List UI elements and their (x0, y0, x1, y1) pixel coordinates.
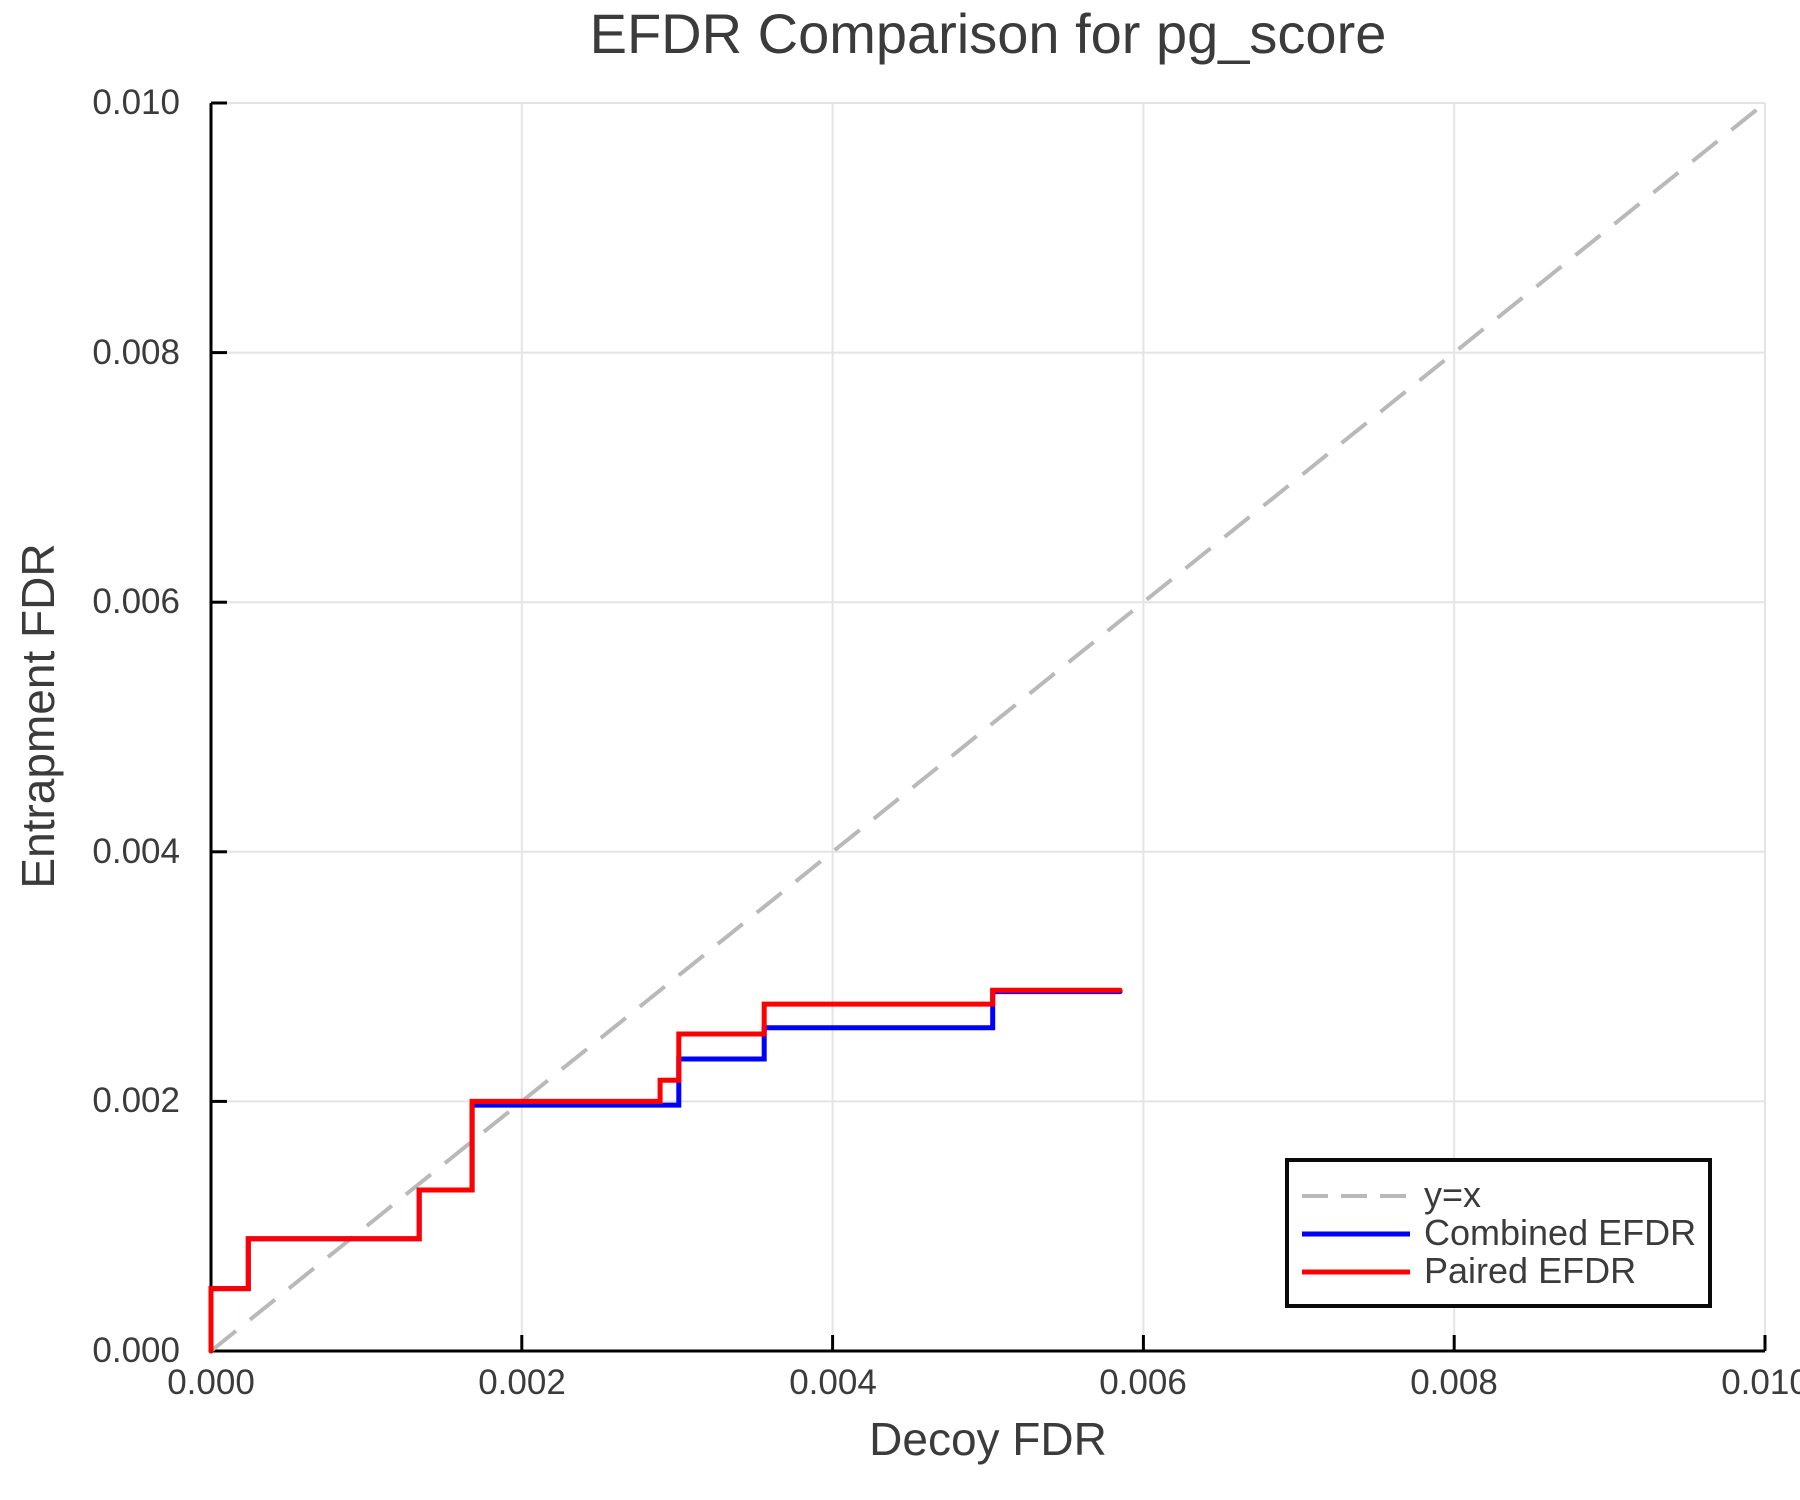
legend-swatch-identity-line (1302, 1189, 1410, 1201)
legend-row: y=x (1289, 1174, 1708, 1215)
y-tick-label-4: 0.008 (92, 333, 180, 372)
x-tick-label-5: 0.010 (1721, 1363, 1800, 1402)
legend: y=x Combined EFDR Paired EFDR (1285, 1158, 1712, 1308)
legend-label-identity-line: y=x (1424, 1174, 1482, 1215)
x-tick-label-2: 0.004 (789, 1363, 877, 1402)
x-axis-label: Decoy FDR (869, 1413, 1107, 1465)
y-tick-label-1: 0.002 (92, 1081, 180, 1120)
legend-swatch-paired-efdr (1302, 1265, 1410, 1277)
x-tick-label-1: 0.002 (478, 1363, 566, 1402)
legend-label-combined-efdr: Combined EFDR (1424, 1212, 1697, 1253)
y-tick-label-3: 0.006 (92, 582, 180, 621)
legend-swatch-combined-efdr (1302, 1227, 1410, 1239)
y-tick-label-2: 0.004 (92, 832, 180, 871)
legend-row: Combined EFDR (1289, 1212, 1708, 1253)
y-tick-label-5: 0.010 (92, 83, 180, 122)
x-tick-label-4: 0.008 (1410, 1363, 1498, 1402)
chart-title: EFDR Comparison for pg_score (589, 2, 1387, 65)
x-tick-label-0: 0.000 (167, 1363, 255, 1402)
legend-row: Paired EFDR (1289, 1250, 1708, 1291)
x-tick-label-3: 0.006 (1099, 1363, 1187, 1402)
y-tick-label-0: 0.000 (92, 1331, 180, 1370)
legend-label-paired-efdr: Paired EFDR (1424, 1250, 1637, 1291)
